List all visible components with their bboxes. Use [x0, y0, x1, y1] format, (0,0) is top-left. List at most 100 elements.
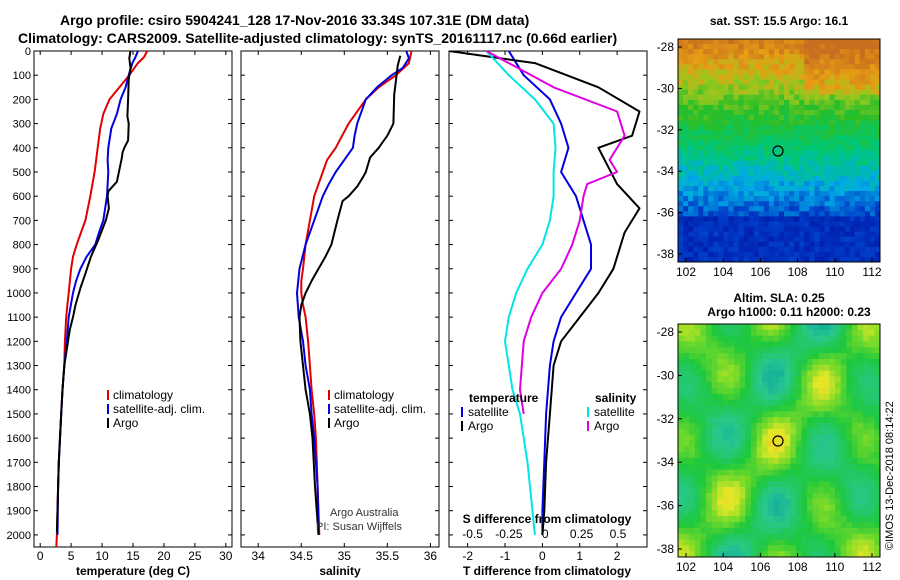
- sst-map-cell: [819, 251, 826, 258]
- sla-map-cell: [773, 353, 780, 360]
- sst-map-cell: [773, 109, 780, 116]
- sla-map-cell: [689, 399, 696, 407]
- sst-map-cell: [779, 84, 785, 91]
- sst-map-cell: [819, 201, 826, 207]
- sst-map-cell: [678, 69, 684, 76]
- series-line-argo-temperature: [449, 51, 641, 535]
- sst-map-cell: [698, 236, 704, 243]
- sla-map-cell: [779, 411, 786, 418]
- sst-map-cell: [784, 216, 790, 223]
- sla-map-cell: [863, 411, 870, 418]
- sla-map-cell: [700, 428, 707, 436]
- sla-map-cell: [846, 341, 853, 348]
- sla-map-cell: [762, 551, 769, 557]
- sla-map-cell: [812, 376, 819, 383]
- sla-map-cell: [734, 347, 741, 354]
- sst-map-cell: [824, 236, 831, 243]
- sst-map-cell: [844, 115, 851, 121]
- sla-map-cell: [706, 382, 713, 389]
- sla-map-cell: [700, 551, 707, 557]
- sla-map-cell: [762, 388, 769, 395]
- sst-map-cell: [809, 251, 815, 258]
- sst-map-cell: [683, 216, 689, 223]
- sla-map-cell: [851, 353, 859, 360]
- sla-map-cell: [807, 347, 814, 354]
- sla-map-cell: [874, 347, 880, 354]
- sla-map-cell: [790, 358, 797, 366]
- sla-map-cell: [779, 492, 786, 500]
- sst-map-cell: [794, 216, 800, 223]
- sla-map-cell: [734, 405, 741, 412]
- sst-map-cell: [839, 160, 846, 167]
- sst-map-cell: [723, 206, 730, 212]
- sla-map-cell: [857, 388, 864, 395]
- sst-map-cell: [683, 170, 689, 177]
- sla-map-cell: [762, 329, 769, 337]
- sst-map-cell: [723, 170, 730, 177]
- sst-map-cell: [859, 165, 866, 172]
- sst-map-cell: [763, 89, 770, 96]
- sst-map-cell: [844, 39, 851, 45]
- sla-map-cell: [851, 457, 859, 465]
- sla-map-cell: [823, 539, 831, 546]
- sst-map-cell: [678, 49, 684, 55]
- sla-map-cell: [874, 388, 880, 395]
- sla-map-cell: [756, 353, 763, 360]
- sla-map-cell: [823, 522, 831, 529]
- sla-map-cell: [745, 452, 752, 459]
- sst-map-cell: [844, 226, 851, 233]
- sst-map-cell: [693, 94, 699, 101]
- sla-map-cell: [683, 405, 690, 412]
- sla-map-cell: [706, 527, 713, 535]
- sst-map-cell: [824, 109, 831, 116]
- sst-map-cell: [713, 185, 719, 192]
- sst-map-cell: [814, 236, 820, 243]
- sst-map-cell: [779, 246, 785, 253]
- sla-map-cell: [728, 510, 735, 517]
- sla-map-cell: [846, 417, 853, 424]
- sst-map-cell: [824, 201, 831, 207]
- sla-map-cell: [739, 428, 746, 436]
- sst-map-cell: [753, 94, 760, 101]
- sla-map-cell: [694, 492, 702, 500]
- sla-map-cell: [801, 516, 808, 523]
- sst-map-cell: [834, 74, 841, 81]
- sla-y-tick-label: -28: [657, 325, 675, 339]
- sla-map-cell: [767, 364, 774, 372]
- sla-map-cell: [734, 516, 741, 523]
- sla-map-cell: [846, 492, 853, 500]
- sst-map-cell: [804, 135, 810, 141]
- sst-map-cell: [824, 135, 831, 141]
- sst-map-cell: [869, 39, 876, 45]
- sst-map-cell: [698, 196, 704, 202]
- sla-map-cell: [823, 393, 831, 401]
- sst-map-cell: [819, 59, 826, 65]
- sla-map-cell: [874, 463, 880, 471]
- sst-map-cell: [809, 109, 815, 116]
- sst-map-cell: [854, 69, 861, 76]
- sla-map-cell: [823, 475, 831, 482]
- sst-map-cell: [678, 115, 684, 121]
- sst-map-cell: [849, 155, 856, 162]
- sst-map-cell: [768, 180, 775, 187]
- sst-map-cell: [789, 84, 795, 91]
- sla-map-cell: [734, 434, 741, 442]
- sla-map-cell: [734, 533, 741, 541]
- x-tick-label: -1: [500, 549, 511, 563]
- sst-map-cell: [819, 191, 826, 197]
- sst-map-cell: [859, 226, 866, 233]
- sst-map-cell: [693, 109, 699, 116]
- sst-map-cell: [703, 44, 709, 50]
- sst-map-cell: [763, 185, 770, 192]
- sla-map-cell: [868, 388, 875, 395]
- sla-map-cell: [750, 423, 758, 430]
- sla-map-cell: [801, 393, 808, 401]
- sla-map-cell: [711, 393, 718, 401]
- sst-map-cell: [688, 39, 694, 45]
- legend-label: satellite-adj. clim.: [113, 402, 205, 416]
- sst-map-cell: [718, 170, 725, 177]
- series-line-satellite-salinity: [485, 51, 557, 536]
- sst-map-cell: [809, 185, 815, 192]
- sst-map-cell: [789, 185, 795, 192]
- sla-map-cell: [683, 417, 690, 424]
